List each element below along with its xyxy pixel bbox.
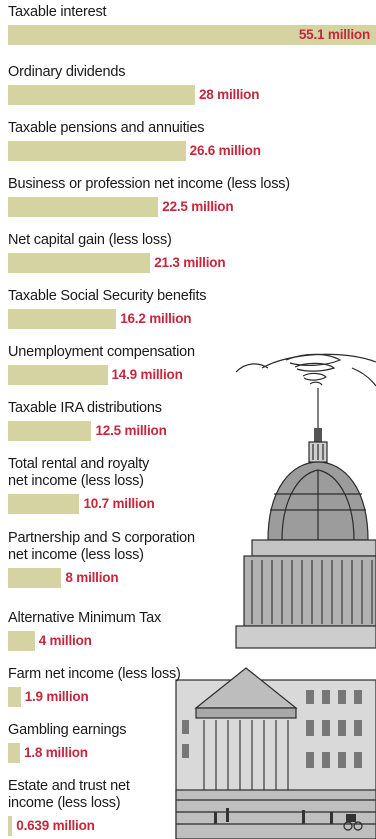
value-label: 12.5 million <box>95 423 167 438</box>
value-label: 1.9 million <box>24 689 89 704</box>
category-label: Ordinary dividends <box>8 64 126 80</box>
bar <box>8 494 80 514</box>
category-label: Partnership and S corporation net income… <box>8 530 195 563</box>
value-label: 28 million <box>199 87 260 102</box>
value-label: 55.1 million <box>298 27 370 42</box>
category-label: Estate and trust net income (less loss) <box>8 778 130 811</box>
category-label: Net capital gain (less loss) <box>8 232 172 248</box>
bar <box>8 197 159 217</box>
category-label: Unemployment compensation <box>8 344 195 360</box>
bar <box>8 25 376 45</box>
value-label: 8 million <box>65 570 119 585</box>
category-label: Gambling earnings <box>8 722 127 738</box>
value-label: 14.9 million <box>111 367 183 382</box>
category-label: Taxable pensions and annuities <box>8 120 205 136</box>
category-label: Taxable IRA distributions <box>8 400 162 416</box>
bar <box>8 141 186 161</box>
value-label: 4 million <box>38 633 92 648</box>
value-label: 26.6 million <box>189 143 261 158</box>
value-label: 16.2 million <box>120 311 192 326</box>
bar <box>8 631 35 651</box>
category-label: Alternative Minimum Tax <box>8 610 162 626</box>
bar <box>8 421 92 441</box>
value-label: 1.8 million <box>24 745 88 760</box>
value-label: 22.5 million <box>162 199 234 214</box>
bar <box>8 816 13 836</box>
bar <box>8 687 21 707</box>
bar <box>8 568 62 588</box>
category-label: Business or profession net income (less … <box>8 176 290 192</box>
category-label: Taxable Social Security benefits <box>8 288 207 304</box>
bar <box>8 309 117 329</box>
bar <box>8 85 195 105</box>
value-label: 0.639 million <box>16 818 95 833</box>
value-label: 21.3 million <box>154 255 226 270</box>
category-label: Total rental and royalty net income (les… <box>8 456 150 489</box>
category-label: Farm net income (less loss) <box>8 666 181 682</box>
value-label: 10.7 million <box>83 496 155 511</box>
category-label: Taxable interest <box>8 4 107 20</box>
bar <box>8 743 21 763</box>
bar <box>8 253 151 273</box>
bar <box>8 365 108 385</box>
